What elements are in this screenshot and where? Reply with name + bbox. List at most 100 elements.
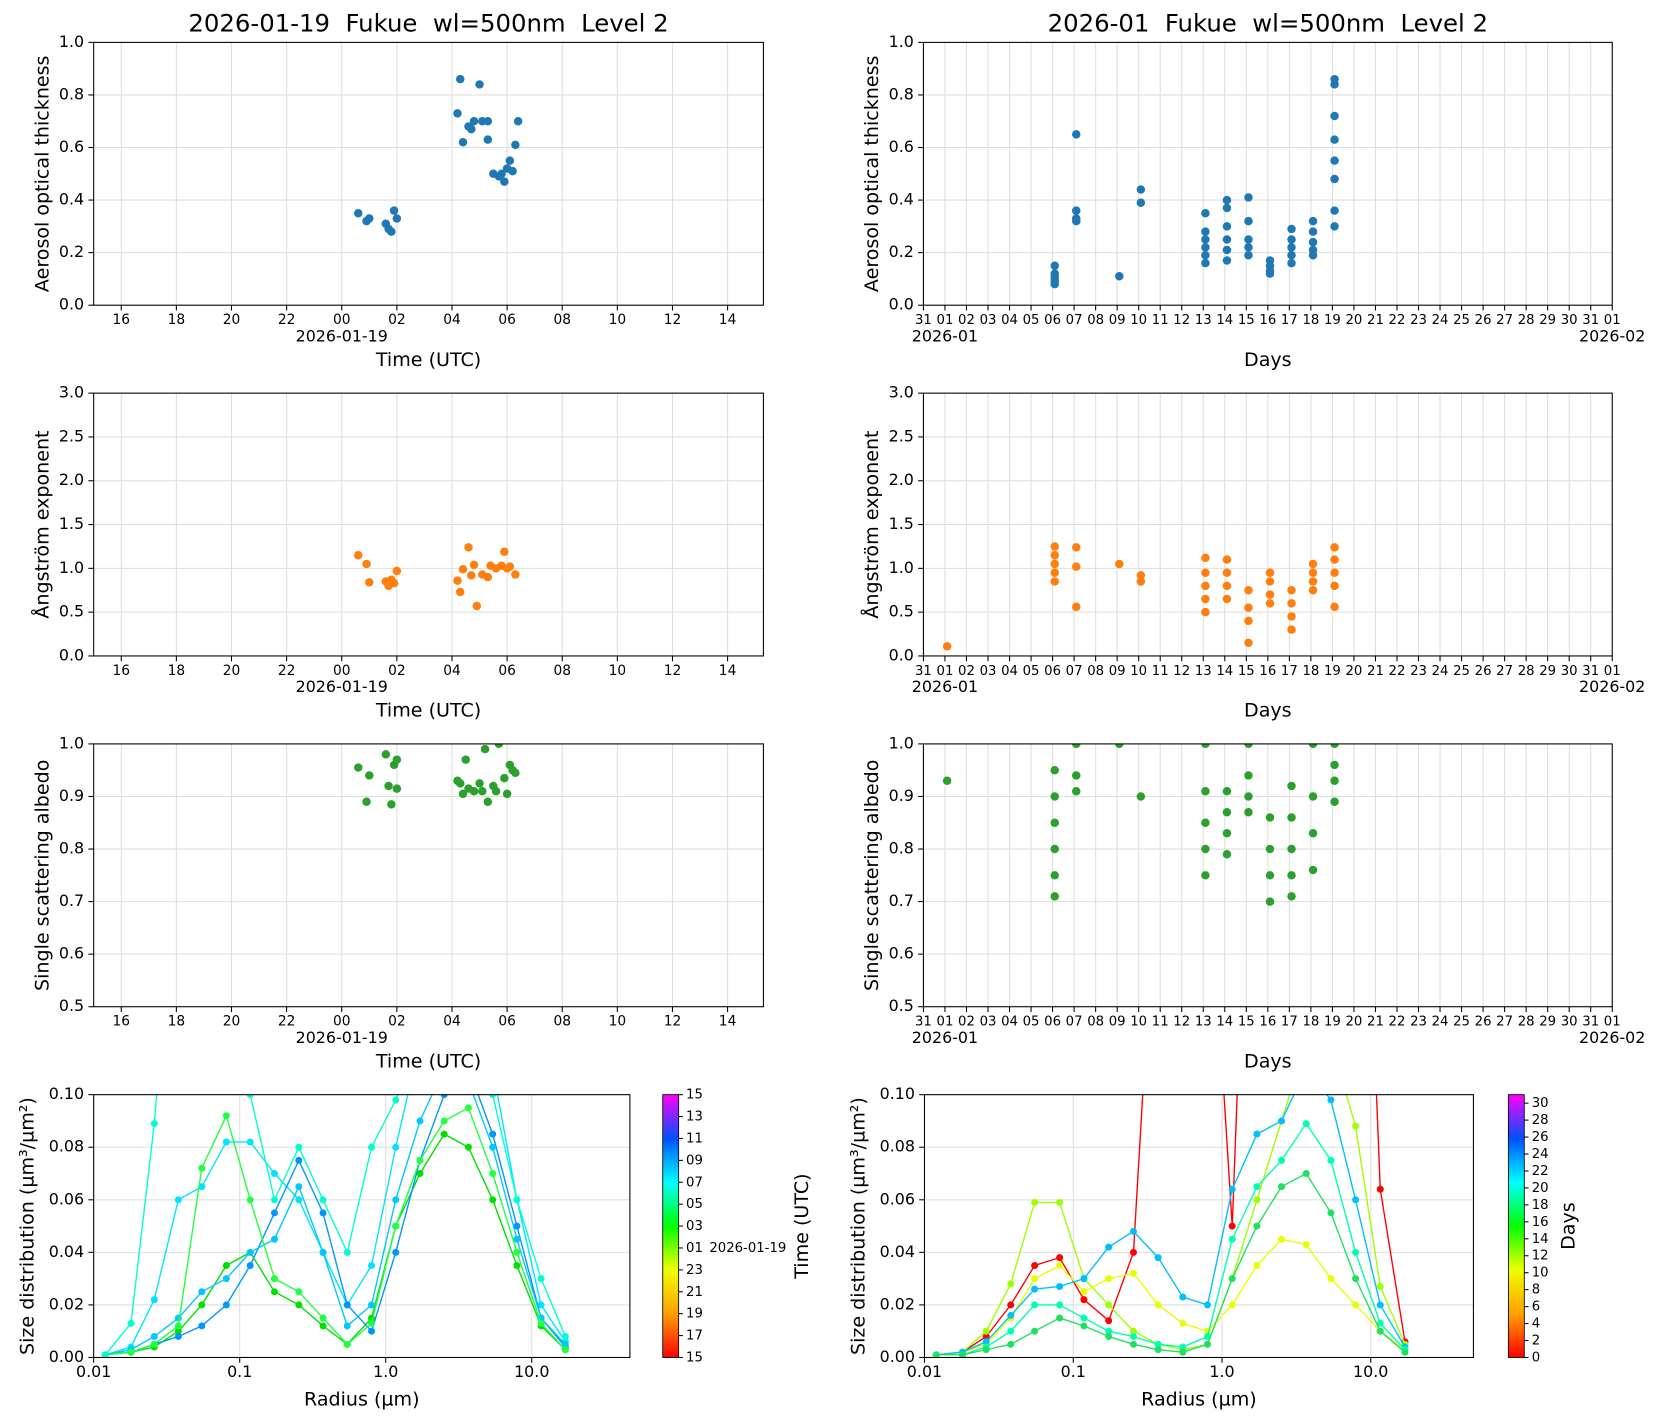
point — [1308, 792, 1318, 801]
point — [1244, 603, 1253, 613]
point — [1330, 222, 1339, 231]
x-tick-label: 04 — [1001, 664, 1018, 679]
point — [1287, 781, 1296, 791]
point — [1253, 1196, 1261, 1204]
point — [354, 550, 363, 560]
point — [198, 1301, 206, 1309]
x-tick-label: 12 — [664, 1014, 682, 1030]
x-tick-label: 31 — [915, 313, 932, 328]
point — [1244, 235, 1253, 244]
x-tick-label: 11 — [1152, 664, 1169, 679]
point — [246, 1138, 254, 1146]
x-tick-label: 14 — [1216, 664, 1233, 679]
x-tick-label: 18 — [168, 312, 186, 328]
series-line — [936, 1094, 1406, 1356]
axes-frame — [93, 392, 764, 657]
point — [478, 786, 487, 796]
x-tick-label: 21 — [1367, 664, 1384, 679]
x-tick-label: 26 — [1475, 664, 1492, 679]
point — [513, 1261, 521, 1269]
point — [491, 786, 501, 796]
x-tick-label: 08 — [1087, 313, 1104, 328]
point — [1244, 616, 1253, 626]
point — [537, 1301, 545, 1309]
x-tick-label: 10 — [609, 663, 627, 679]
y-tick-label: 1.0 — [59, 558, 84, 577]
x-tick-label: 27 — [1496, 1015, 1513, 1030]
y-tick-label: 0.6 — [889, 944, 914, 963]
point — [500, 177, 509, 186]
x-tick-label: 29 — [1539, 664, 1556, 679]
point — [513, 1248, 521, 1256]
point — [1265, 577, 1275, 586]
series-line — [105, 1094, 566, 1356]
point — [1287, 813, 1296, 822]
y-tick-label: 0.5 — [889, 996, 914, 1015]
point — [1253, 1222, 1261, 1230]
point — [1201, 786, 1210, 796]
x-tick-label: 01 — [937, 1015, 954, 1030]
y-tick-label: 2.5 — [889, 426, 914, 445]
point — [1154, 1301, 1162, 1309]
point — [319, 1322, 327, 1330]
point — [1129, 1269, 1137, 1277]
x-tick-label: 05 — [1023, 313, 1040, 328]
point — [475, 779, 484, 788]
point — [537, 1275, 545, 1283]
point — [1287, 251, 1296, 260]
point — [513, 1196, 521, 1204]
point — [389, 206, 399, 215]
y-tick-label: 0.2 — [59, 242, 84, 261]
colorbar-tick-label: 2 — [1532, 1334, 1540, 1349]
point — [295, 1143, 303, 1151]
point — [1244, 193, 1253, 202]
point — [505, 156, 515, 165]
point — [368, 1143, 375, 1151]
point — [387, 800, 396, 809]
point — [1330, 555, 1339, 564]
y-tick-label: 3.0 — [889, 383, 914, 402]
plot-area — [354, 74, 523, 236]
x-tick-label: 29 — [1539, 1015, 1556, 1030]
point — [1330, 743, 1339, 749]
point — [942, 642, 952, 651]
x-tick-label: 29 — [1539, 313, 1556, 328]
point — [1265, 813, 1275, 822]
point — [440, 1130, 448, 1138]
x-tick-label: 03 — [980, 1015, 997, 1030]
x-tick-label: 04 — [443, 1014, 461, 1030]
y-tick-label: 1.0 — [889, 733, 914, 752]
point — [1222, 245, 1232, 255]
point — [127, 1319, 135, 1327]
point — [1376, 1283, 1384, 1291]
x-tick-label: 03 — [980, 664, 997, 679]
point — [343, 1248, 351, 1256]
point — [1287, 625, 1296, 634]
y-tick-label: 0.0 — [59, 645, 84, 664]
chart-title: 2026-01 Fukue wl=500nm Level 2 — [1048, 8, 1488, 37]
point — [1201, 594, 1210, 604]
point — [453, 576, 462, 585]
x-tick-label: 05 — [1023, 1015, 1040, 1030]
y-tick-label: 0.6 — [59, 944, 84, 963]
plot-area — [354, 543, 520, 611]
point — [456, 587, 465, 597]
point — [1031, 1327, 1039, 1335]
point — [1330, 135, 1339, 144]
point — [295, 1183, 303, 1191]
point — [1136, 577, 1146, 586]
colorbar-tick-label: 20 — [1532, 1181, 1549, 1196]
point — [1072, 771, 1081, 780]
point — [1115, 743, 1124, 749]
point — [1244, 638, 1253, 648]
point — [1278, 1183, 1286, 1191]
point — [1031, 1301, 1039, 1309]
point — [469, 786, 479, 796]
point — [198, 1322, 206, 1330]
point — [1265, 871, 1275, 880]
x-sublabel: 2026-01-19 — [296, 1028, 388, 1047]
x-tick-label: 18 — [168, 663, 186, 679]
x-tick-label: 08 — [553, 1014, 571, 1030]
point — [1201, 818, 1210, 827]
